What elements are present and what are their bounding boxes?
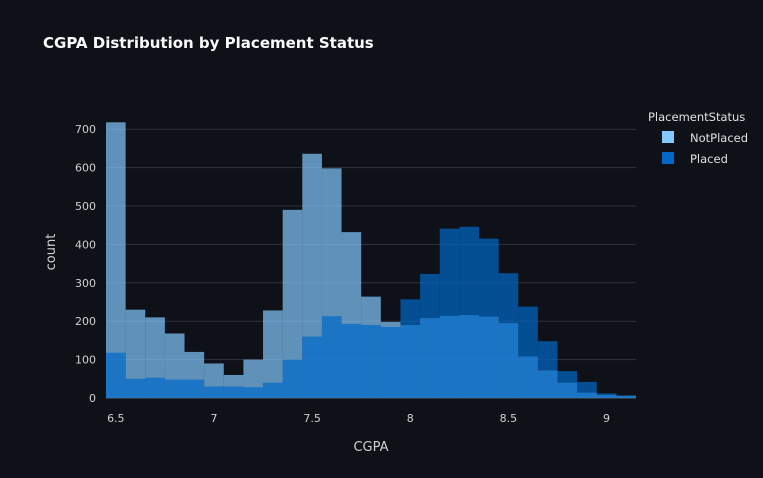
x-tick-label: 8.5 <box>500 412 518 425</box>
legend-swatch <box>662 131 674 143</box>
bar-notplaced[interactable] <box>106 122 126 399</box>
bar-notplaced[interactable] <box>282 209 303 398</box>
bar-placed[interactable] <box>164 379 185 398</box>
y-axis-title: count <box>44 234 59 271</box>
bar-placed[interactable] <box>420 273 440 398</box>
bar-placed[interactable] <box>478 238 499 398</box>
bar-placed[interactable] <box>577 381 597 398</box>
x-axis-title: CGPA <box>353 440 388 455</box>
bar-placed[interactable] <box>537 341 558 398</box>
bar-placed[interactable] <box>498 273 519 398</box>
tick-labels: 0 100 200 300 400 500 600 700 6.5 7 7.5 8 8.5 9 <box>75 123 610 425</box>
x-tick-label: 6.5 <box>107 412 125 425</box>
bar-placed[interactable] <box>302 336 322 398</box>
bar-placed[interactable] <box>184 379 205 398</box>
bar-placed[interactable] <box>145 377 165 398</box>
y-tick-label: 200 <box>75 315 96 328</box>
bar-placed[interactable] <box>361 325 381 398</box>
bar-notplaced[interactable] <box>125 309 146 398</box>
bars-layer <box>106 122 636 399</box>
bar-placed[interactable] <box>557 371 578 398</box>
legend-label: NotPlaced <box>690 131 748 145</box>
bar-placed[interactable] <box>106 352 126 398</box>
bar-placed[interactable] <box>380 326 401 398</box>
bar-placed[interactable] <box>400 299 421 398</box>
bar-placed[interactable] <box>321 316 342 398</box>
x-tick-label: 7 <box>210 412 217 425</box>
bar-placed[interactable] <box>243 387 264 398</box>
legend-swatch <box>662 152 674 164</box>
bar-placed[interactable] <box>282 359 303 398</box>
bar-placed[interactable] <box>459 226 479 398</box>
bar-placed[interactable] <box>263 382 283 398</box>
legend-title: PlacementStatus <box>648 110 745 124</box>
y-tick-label: 300 <box>75 277 96 290</box>
bar-placed[interactable] <box>439 228 460 398</box>
x-tick-label: 8 <box>407 412 414 425</box>
y-tick-label: 500 <box>75 200 96 213</box>
y-tick-label: 400 <box>75 238 96 251</box>
bar-placed[interactable] <box>596 393 617 398</box>
bar-placed[interactable] <box>125 378 146 398</box>
legend-item-placed[interactable]: Placed <box>662 152 728 166</box>
x-tick-label: 7.5 <box>303 412 321 425</box>
bar-placed[interactable] <box>204 386 224 398</box>
legend-item-notplaced[interactable]: NotPlaced <box>662 131 748 145</box>
y-tick-label: 0 <box>89 392 96 405</box>
bar-placed[interactable] <box>223 386 244 398</box>
y-tick-label: 100 <box>75 354 96 367</box>
legend: PlacementStatus NotPlaced Placed <box>648 110 748 166</box>
x-tick-label: 9 <box>603 412 610 425</box>
bar-placed[interactable] <box>518 306 538 398</box>
bar-notplaced[interactable] <box>263 310 283 398</box>
bar-placed[interactable] <box>341 323 362 398</box>
bar-placed[interactable] <box>616 395 636 398</box>
legend-label: Placed <box>690 152 728 166</box>
y-tick-label: 700 <box>75 123 96 136</box>
chart-title: CGPA Distribution by Placement Status <box>43 34 374 52</box>
y-tick-label: 600 <box>75 162 96 175</box>
